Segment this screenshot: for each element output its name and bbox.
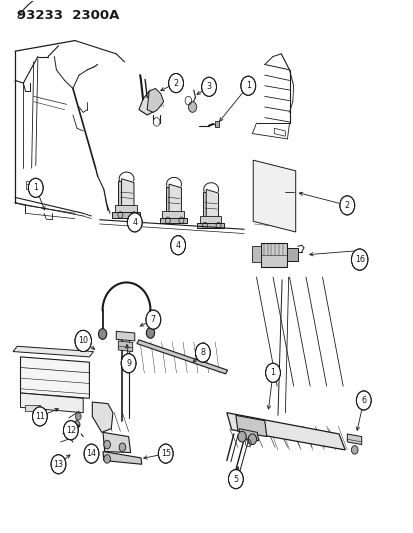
Circle shape <box>84 444 99 463</box>
Text: 4: 4 <box>175 241 180 250</box>
Polygon shape <box>139 91 159 115</box>
Polygon shape <box>239 429 258 441</box>
Polygon shape <box>260 243 287 266</box>
Circle shape <box>104 455 110 463</box>
Text: 7: 7 <box>150 315 156 324</box>
Polygon shape <box>215 121 218 127</box>
Circle shape <box>104 440 110 449</box>
Text: 10: 10 <box>78 336 88 345</box>
Circle shape <box>75 330 91 352</box>
Text: 1: 1 <box>245 81 250 90</box>
Polygon shape <box>199 216 221 223</box>
Polygon shape <box>347 434 361 445</box>
Text: 9: 9 <box>126 359 131 368</box>
Circle shape <box>237 431 246 442</box>
Polygon shape <box>169 184 181 213</box>
Text: 15: 15 <box>160 449 171 458</box>
Circle shape <box>158 444 173 463</box>
Text: 16: 16 <box>354 255 364 264</box>
Circle shape <box>351 249 367 270</box>
Circle shape <box>75 413 81 420</box>
Polygon shape <box>235 415 266 437</box>
Circle shape <box>153 118 159 126</box>
Polygon shape <box>21 393 83 413</box>
Circle shape <box>195 343 210 362</box>
Circle shape <box>356 391 370 410</box>
Circle shape <box>265 364 280 382</box>
Circle shape <box>32 407 47 426</box>
Polygon shape <box>103 451 142 464</box>
Polygon shape <box>118 341 133 352</box>
Circle shape <box>168 74 183 93</box>
Circle shape <box>170 236 185 255</box>
Polygon shape <box>159 217 187 223</box>
Text: 1: 1 <box>270 368 275 377</box>
Polygon shape <box>21 357 89 398</box>
Polygon shape <box>196 223 224 228</box>
Polygon shape <box>115 205 137 212</box>
Circle shape <box>98 329 107 340</box>
Circle shape <box>228 470 243 489</box>
Polygon shape <box>162 211 184 217</box>
Polygon shape <box>103 432 131 453</box>
Circle shape <box>188 102 196 112</box>
Text: 14: 14 <box>86 449 96 458</box>
Circle shape <box>121 354 136 373</box>
Circle shape <box>51 455 66 474</box>
Polygon shape <box>25 405 40 411</box>
Polygon shape <box>202 192 206 219</box>
Polygon shape <box>253 160 295 232</box>
Text: 2: 2 <box>173 78 178 87</box>
Text: 4: 4 <box>132 218 137 227</box>
Polygon shape <box>165 187 169 213</box>
Polygon shape <box>13 346 93 357</box>
Text: 2: 2 <box>344 201 349 210</box>
Polygon shape <box>252 246 260 262</box>
Text: 12: 12 <box>66 426 76 435</box>
Circle shape <box>248 434 256 445</box>
Polygon shape <box>206 189 218 219</box>
Polygon shape <box>147 88 163 112</box>
Polygon shape <box>92 402 113 432</box>
Polygon shape <box>116 332 135 341</box>
Circle shape <box>339 196 354 215</box>
Text: 93233  2300A: 93233 2300A <box>17 9 119 22</box>
Polygon shape <box>118 181 121 208</box>
Text: 11: 11 <box>35 412 45 421</box>
Text: 1: 1 <box>33 183 38 192</box>
Circle shape <box>240 76 255 95</box>
Text: 3: 3 <box>206 82 211 91</box>
Polygon shape <box>121 179 134 208</box>
Circle shape <box>201 77 216 96</box>
Circle shape <box>127 213 142 232</box>
Circle shape <box>145 310 160 329</box>
Text: 8: 8 <box>200 348 205 357</box>
Circle shape <box>351 446 357 454</box>
Circle shape <box>74 421 80 428</box>
Text: 13: 13 <box>53 460 63 469</box>
Circle shape <box>119 443 126 451</box>
Polygon shape <box>112 212 140 217</box>
Text: 6: 6 <box>361 396 366 405</box>
Circle shape <box>28 178 43 197</box>
Polygon shape <box>137 340 227 374</box>
Polygon shape <box>287 248 297 261</box>
Polygon shape <box>226 413 344 450</box>
Circle shape <box>146 328 154 338</box>
Text: 5: 5 <box>233 475 238 483</box>
Circle shape <box>63 421 78 440</box>
